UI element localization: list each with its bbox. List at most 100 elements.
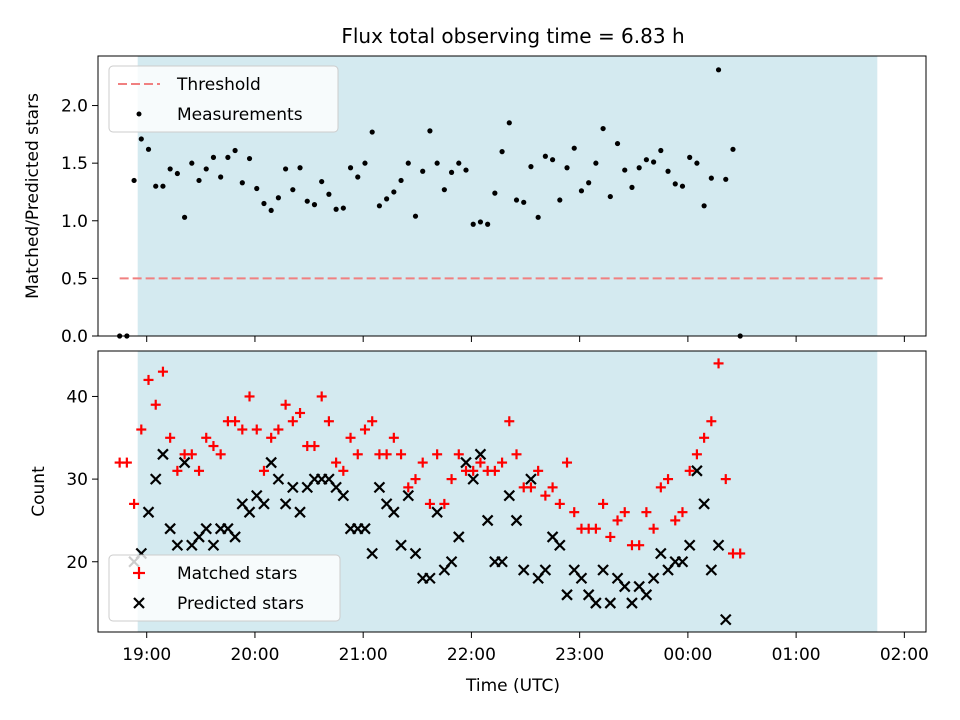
matched-star-point [367, 416, 378, 427]
predicted-star-point [460, 456, 472, 469]
matched-star-point [446, 474, 457, 485]
legend-matched-swatch [133, 567, 145, 579]
predicted-star-stroke-b [330, 481, 342, 494]
measurement-point [311, 202, 318, 208]
measurement-point [189, 160, 195, 166]
matched-star-point [331, 457, 342, 468]
matched-star-point [280, 399, 291, 410]
predicted-star-point [142, 506, 155, 518]
measurement-point [578, 188, 585, 194]
predicted-star-stroke-b [554, 539, 566, 551]
top-y-tick-label: 0.5 [61, 269, 88, 289]
predicted-star-point [265, 456, 277, 469]
top-y-axis-label: Matched/Predicted stars [23, 93, 43, 299]
measurement-point [513, 197, 520, 203]
predicted-star-point [149, 473, 162, 485]
predicted-star-point [207, 539, 220, 551]
measurement-point [319, 178, 325, 185]
predicted-star-stroke-b [178, 456, 191, 469]
matched-star-point [504, 416, 515, 427]
measurement-point [434, 160, 440, 166]
predicted-star-point [467, 473, 479, 485]
predicted-star-stroke-b [431, 506, 443, 518]
measurement-point [687, 154, 693, 160]
predicted-star-point [554, 539, 566, 551]
predicted-star-stroke-b [618, 580, 631, 593]
bottom-x-ticks: 19:00 20:00 21:00 22:00 23:00 00:00 01:00 02:00 [122, 632, 929, 665]
predicted-star-stroke-b [575, 572, 588, 585]
bottom-x-tick-label: 02:00 [880, 645, 929, 665]
predicted-star-point [474, 448, 487, 461]
top-y-tick-label: 1.5 [61, 154, 88, 174]
predicted-star-point [691, 465, 703, 477]
measurement-point [477, 219, 484, 225]
measurement-point [571, 145, 577, 151]
matched-star-point [569, 507, 580, 518]
predicted-star-stroke-b [510, 514, 523, 527]
matched-star-point [129, 498, 140, 509]
predicted-star-stroke-b [388, 506, 400, 518]
predicted-star-stroke-b [171, 539, 184, 551]
measurement-point [708, 175, 714, 181]
matched-star-point [648, 523, 659, 534]
matched-star-point [605, 531, 616, 542]
measurement-point [384, 196, 390, 202]
measurement-point [427, 128, 433, 134]
matched-star-point [453, 449, 464, 460]
predicted-star-point [229, 531, 241, 543]
matched-star-point [338, 465, 349, 476]
top-x-ticks [146, 336, 905, 342]
measurement-point [542, 153, 548, 159]
measurement-point [174, 170, 180, 177]
matched-star-point [208, 441, 219, 452]
measurement-point [701, 203, 707, 209]
predicted-star-point [395, 539, 407, 551]
predicted-star-point [337, 489, 350, 502]
predicted-star-stroke-b [157, 448, 169, 461]
measurement-point [405, 160, 411, 166]
matched-star-point [345, 432, 356, 443]
matched-star-point [388, 432, 399, 443]
matched-star-point [266, 432, 277, 443]
matched-star-point [237, 424, 248, 435]
matched-star-point [684, 465, 695, 476]
predicted-star-stroke-b [294, 506, 306, 518]
predicted-star-stroke-b [655, 547, 667, 560]
measurement-point [456, 160, 462, 166]
measurement-point [636, 165, 642, 171]
measurement-point [391, 189, 397, 195]
matched-star-point [323, 416, 334, 427]
predicted-star-point [517, 564, 530, 576]
predicted-star-stroke-b [272, 473, 285, 485]
predicted-star-stroke-b [460, 456, 472, 469]
predicted-star-stroke-b [503, 489, 516, 502]
predicted-star-point [402, 489, 415, 502]
predicted-star-point [424, 572, 436, 585]
predicted-star-stroke-b [323, 473, 335, 485]
matched-star-point [590, 523, 601, 534]
predicted-star-stroke-b [164, 522, 176, 535]
predicted-star-stroke-b [719, 613, 732, 626]
bottom-x-tick-label: 19:00 [122, 645, 171, 665]
measurement-point [297, 165, 303, 171]
predicted-star-point [200, 522, 213, 535]
predicted-star-stroke-b [481, 514, 494, 527]
measurement-point [564, 165, 570, 171]
matched-star-point [403, 482, 414, 493]
matched-star-point [295, 407, 306, 418]
measurement-point [290, 187, 296, 193]
predicted-star-stroke-b [149, 473, 162, 485]
legend-matched-label: Matched stars [177, 564, 297, 584]
bottom-y-ticks: 20 30 40 [66, 387, 98, 573]
measurement-point [275, 195, 281, 201]
predicted-star-stroke-b [683, 539, 696, 551]
predicted-star-stroke-b [207, 539, 220, 551]
measurement-point [218, 174, 224, 180]
predicted-star-stroke-b [243, 506, 256, 518]
top-axes-frame [97, 55, 927, 337]
measurement-point [203, 166, 209, 172]
measurement-point [614, 140, 621, 147]
measurement-point [225, 154, 231, 160]
predicted-star-point [503, 489, 516, 502]
matched-star-point [410, 474, 421, 485]
